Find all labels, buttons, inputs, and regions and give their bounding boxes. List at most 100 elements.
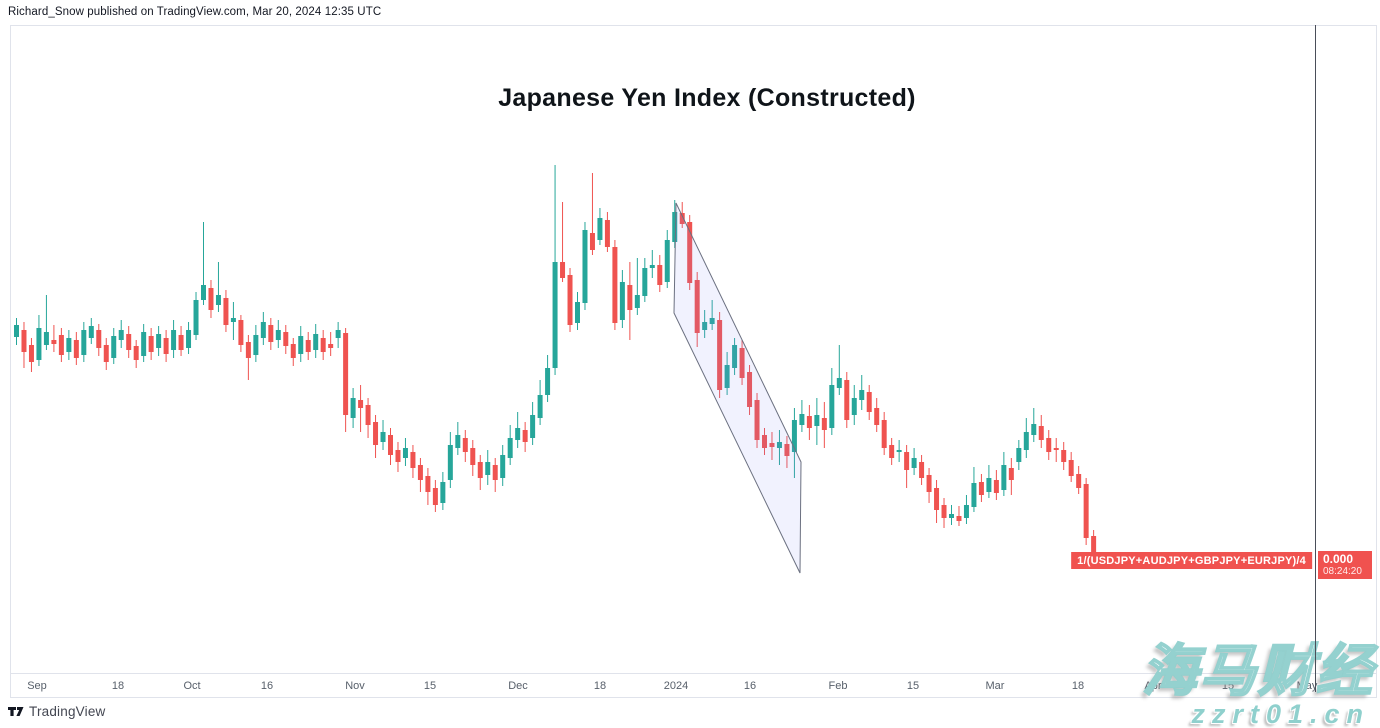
candle-body: [335, 330, 341, 338]
candle-body: [747, 372, 753, 407]
candle-body: [402, 448, 408, 458]
time-axis-tick: 18: [593, 680, 607, 692]
candle-body: [814, 415, 820, 426]
candle-body: [36, 328, 42, 360]
candle-body: [522, 430, 528, 442]
tradingview-logo[interactable]: TradingView: [8, 704, 106, 719]
candle-body: [919, 462, 925, 478]
candle-body: [776, 442, 782, 448]
candle-body: [604, 220, 610, 247]
candle-body: [926, 475, 932, 492]
candle-body: [380, 432, 386, 442]
candle-body: [619, 282, 625, 320]
time-axis-tick: Oct: [183, 680, 201, 692]
candle-body: [58, 335, 64, 355]
candle-body: [1038, 426, 1044, 440]
candle-body: [238, 320, 244, 345]
time-axis-tick: 16: [260, 680, 274, 692]
candle-body: [799, 414, 805, 425]
candle-body: [43, 332, 49, 345]
bar-countdown: 08:24:20: [1323, 566, 1362, 577]
candle-body: [672, 212, 678, 242]
candle-body: [1023, 432, 1029, 450]
candle-body: [1001, 465, 1007, 490]
candle-body: [470, 448, 476, 465]
candle-body: [432, 488, 438, 505]
candle-body: [96, 330, 102, 348]
candle-body: [73, 340, 79, 358]
candle-body: [455, 435, 461, 448]
candle-body: [911, 458, 917, 468]
candle-body: [971, 483, 977, 507]
candle-body: [552, 262, 558, 368]
candle-body: [1046, 438, 1052, 452]
candle-body: [305, 340, 311, 352]
chart-frame-bottom: [10, 697, 1377, 698]
candle-body: [866, 392, 872, 412]
candle-body: [425, 476, 431, 492]
candle-body: [350, 398, 356, 418]
time-axis-tick: 15: [906, 680, 920, 692]
candle-body: [836, 378, 842, 388]
time-axis-tick: Nov: [345, 680, 365, 692]
candle-body: [365, 405, 371, 425]
candle-body: [575, 302, 580, 323]
descending-channel-drawing[interactable]: [673, 202, 802, 574]
time-axis-tick: 15: [423, 680, 437, 692]
time-axis-tick: Mar: [985, 680, 1005, 692]
candle-body: [821, 418, 827, 430]
candle-body: [163, 338, 169, 354]
chart-frame-right: [1376, 25, 1377, 698]
time-axis-tick: Sep: [27, 680, 47, 692]
candle-body: [156, 334, 162, 348]
time-axis-tick: Feb: [828, 680, 848, 692]
candle-body: [702, 322, 708, 330]
candle-body: [275, 330, 281, 340]
candle-body: [215, 295, 221, 305]
candle-body: [1083, 484, 1089, 538]
candle-body: [874, 408, 880, 425]
candle-body: [1053, 448, 1059, 450]
chart-title: Japanese Yen Index (Constructed): [498, 84, 916, 112]
candle-body: [320, 338, 326, 352]
candle-body: [963, 505, 969, 518]
candle-body: [208, 288, 214, 310]
candle-body: [298, 336, 304, 354]
time-axis[interactable]: Sep 18 Oct 16 Nov 15 Dec 18 2024 16 Feb 15 Mar 18 Apr 1…: [10, 673, 1377, 698]
time-axis-separator: [10, 673, 1377, 674]
candle-body: [485, 462, 491, 475]
symbol-formula-label: 1/(USDJPY+AUDJPY+GBPJPY+EURJPY)/4: [1071, 552, 1312, 569]
candle-body: [904, 452, 910, 470]
candle-body: [178, 335, 184, 350]
candle-body: [88, 326, 94, 338]
candle-body: [343, 333, 349, 415]
time-axis-tick: May: [1296, 680, 1318, 692]
candle-body: [844, 380, 850, 420]
candle-body: [186, 330, 192, 348]
candle-body: [290, 344, 296, 358]
candle-body: [732, 345, 738, 368]
candle-body: [567, 275, 573, 325]
candle-body: [66, 338, 72, 352]
candle-body: [260, 322, 266, 338]
price-scale-divider-line: [1315, 25, 1316, 692]
candle-body: [993, 480, 999, 493]
candle-body: [784, 444, 790, 456]
candle-body: [851, 398, 857, 415]
time-axis-tick: 16: [743, 680, 757, 692]
candle-body: [634, 295, 640, 308]
candle-body: [1091, 536, 1097, 561]
candle-body: [133, 346, 139, 360]
candle-body: [283, 332, 289, 346]
chart-frame-left: [10, 25, 11, 698]
candle-body: [664, 240, 670, 282]
candle-body: [597, 218, 603, 240]
candle-body: [829, 385, 835, 428]
candle-body: [724, 365, 730, 388]
candle-body: [223, 298, 229, 325]
candle-body: [978, 482, 984, 495]
candle-body: [941, 505, 947, 518]
candle-body: [417, 465, 423, 480]
candle-body: [949, 514, 954, 518]
